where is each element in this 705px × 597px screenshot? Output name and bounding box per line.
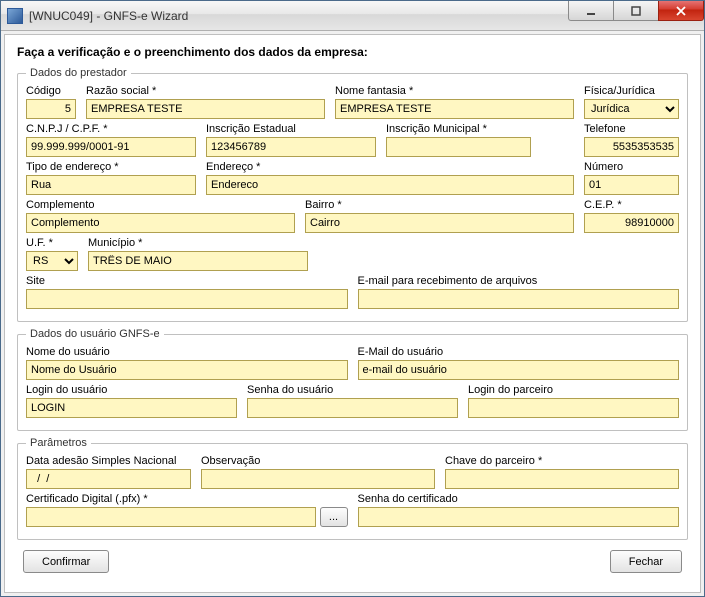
label-senhacert: Senha do certificado (358, 493, 680, 505)
group-usuario: Dados do usuário GNFS-e Nome do usuário … (17, 328, 688, 431)
browse-cert-button[interactable]: ... (320, 507, 348, 527)
input-compl[interactable] (26, 213, 295, 233)
label-endereco: Endereço * (206, 161, 574, 173)
label-chave: Chave do parceiro * (445, 455, 679, 467)
label-senha: Senha do usuário (247, 384, 458, 396)
label-cep: C.E.P. * (584, 199, 679, 211)
input-cep[interactable] (584, 213, 679, 233)
input-bairro[interactable] (305, 213, 574, 233)
select-fj[interactable]: Jurídica (584, 99, 679, 119)
select-uf[interactable]: RS (26, 251, 78, 271)
input-login[interactable] (26, 398, 237, 418)
footer: Confirmar Fechar (17, 546, 688, 573)
label-ie: Inscrição Estadual (206, 123, 376, 135)
label-tel: Telefone (584, 123, 679, 135)
label-data-simples: Data adesão Simples Nacional (26, 455, 191, 467)
label-numero: Número (584, 161, 679, 173)
label-nome-usuario: Nome do usuário (26, 346, 348, 358)
input-mail-usuario[interactable] (358, 360, 680, 380)
group-prestador: Dados do prestador Código Razão social *… (17, 67, 688, 322)
label-email: E-mail para recebimento de arquivos (358, 275, 680, 287)
label-im: Inscrição Municipal * (386, 123, 531, 135)
input-numero[interactable] (584, 175, 679, 195)
label-mun: Município * (88, 237, 308, 249)
input-email[interactable] (358, 289, 680, 309)
titlebar: [WNUC049] - GNFS-e Wizard (1, 1, 704, 31)
minimize-icon (585, 5, 597, 17)
legend-prestador: Dados do prestador (26, 67, 131, 79)
input-obs[interactable] (201, 469, 435, 489)
input-fantasia[interactable] (335, 99, 574, 119)
maximize-icon (630, 5, 642, 17)
close-form-button[interactable]: Fechar (610, 550, 682, 573)
page-heading: Faça a verificação e o preenchimento dos… (17, 45, 688, 59)
input-mun[interactable] (88, 251, 308, 271)
input-codigo[interactable] (26, 99, 76, 119)
input-cnpj[interactable] (26, 137, 196, 157)
label-cnpj: C.N.P.J / C.P.F. * (26, 123, 196, 135)
input-ie[interactable] (206, 137, 376, 157)
input-senha[interactable] (247, 398, 458, 418)
input-nome-usuario[interactable] (26, 360, 348, 380)
label-razao: Razão social * (86, 85, 325, 97)
confirm-button[interactable]: Confirmar (23, 550, 109, 573)
window: [WNUC049] - GNFS-e Wizard Faça a verific… (0, 0, 705, 597)
input-tipoend[interactable] (26, 175, 196, 195)
label-fantasia: Nome fantasia * (335, 85, 574, 97)
label-obs: Observação (201, 455, 435, 467)
input-tel[interactable] (584, 137, 679, 157)
label-site: Site (26, 275, 348, 287)
label-loginp: Login do parceiro (468, 384, 679, 396)
input-cert[interactable] (26, 507, 316, 527)
group-param: Parâmetros Data adesão Simples Nacional … (17, 437, 688, 540)
label-bairro: Bairro * (305, 199, 574, 211)
input-chave[interactable] (445, 469, 679, 489)
app-icon (7, 8, 23, 24)
input-data-simples[interactable] (26, 469, 191, 489)
input-razao[interactable] (86, 99, 325, 119)
input-loginp[interactable] (468, 398, 679, 418)
legend-usuario: Dados do usuário GNFS-e (26, 328, 164, 340)
input-site[interactable] (26, 289, 348, 309)
label-compl: Complemento (26, 199, 295, 211)
label-tipoend: Tipo de endereço * (26, 161, 196, 173)
maximize-button[interactable] (613, 1, 659, 21)
label-codigo: Código (26, 85, 76, 97)
minimize-button[interactable] (568, 1, 614, 21)
input-endereco[interactable] (206, 175, 574, 195)
label-login: Login do usuário (26, 384, 237, 396)
window-controls (569, 1, 704, 30)
input-senhacert[interactable] (358, 507, 680, 527)
close-icon (675, 5, 687, 17)
legend-param: Parâmetros (26, 437, 91, 449)
window-title: [WNUC049] - GNFS-e Wizard (29, 9, 569, 23)
label-cert: Certificado Digital (.pfx) * (26, 493, 348, 505)
input-im[interactable] (386, 137, 531, 157)
label-uf: U.F. * (26, 237, 78, 249)
client-area: Faça a verificação e o preenchimento dos… (4, 34, 701, 593)
label-mail-usuario: E-Mail do usuário (358, 346, 680, 358)
label-fj: Física/Jurídica (584, 85, 679, 97)
close-button[interactable] (658, 1, 704, 21)
